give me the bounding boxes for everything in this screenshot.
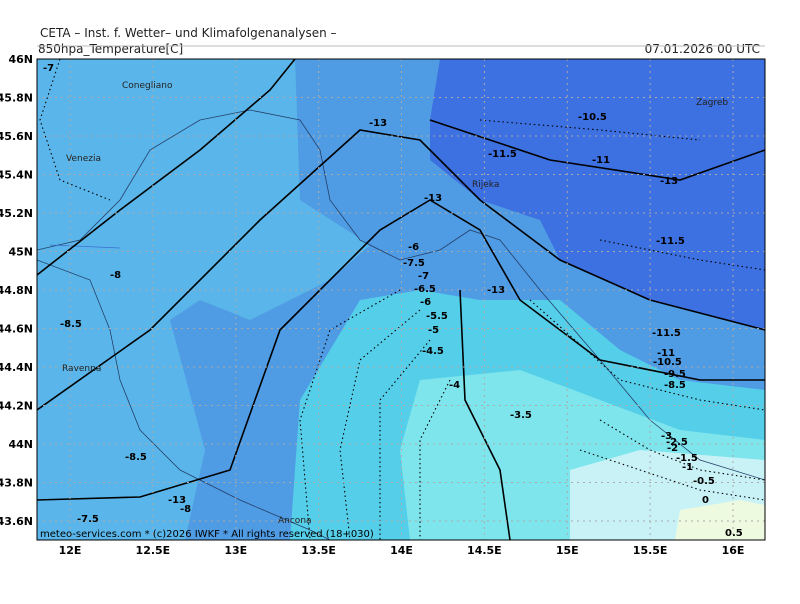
place-name: Zagreb: [696, 98, 728, 108]
lat-tick-label: 44N: [8, 438, 33, 451]
product-name: 850hpa_Temperature[C]: [38, 42, 183, 56]
place-name: Rijeka: [472, 180, 499, 190]
lon-tick-label: 16E: [722, 544, 745, 557]
place-name: Ravenna: [62, 364, 101, 374]
lon-tick-label: 13.5E: [301, 544, 336, 557]
contour-label: -0.5: [693, 476, 715, 487]
lon-tick-label: 15.5E: [633, 544, 668, 557]
contour-label: -11: [657, 348, 675, 359]
contour-label: -6: [408, 242, 419, 253]
contour-label: -8.5: [60, 319, 82, 330]
lon-tick-label: 14.5E: [467, 544, 502, 557]
contour-label: -3: [661, 431, 672, 442]
contour-label: -10.5: [653, 357, 682, 368]
isotherms: [37, 59, 765, 540]
contour-label: -8: [180, 504, 191, 515]
contour-label: -6: [420, 297, 431, 308]
lat-tick-label: 43.6N: [0, 515, 33, 528]
contour-label: -7.5: [403, 258, 425, 269]
field-region: [675, 500, 765, 540]
lon-tick-label: 12.5E: [136, 544, 171, 557]
lat-tick-label: 43.8N: [0, 477, 33, 490]
contour-label: -3.5: [510, 410, 532, 421]
contour-label: -4: [449, 380, 460, 391]
lat-tick-label: 44.8N: [0, 284, 33, 297]
lat-tick-label: 45N: [8, 246, 33, 259]
contour-label: -2: [667, 443, 678, 454]
place-name: Ancona: [278, 516, 312, 526]
lon-tick-label: 12E: [59, 544, 82, 557]
lat-tick-label: 45.2N: [0, 207, 33, 220]
valid-time: 07.01.2026 00 UTC: [645, 42, 760, 56]
lat-tick-label: 45.8N: [0, 92, 33, 105]
contour-label: -7.5: [77, 514, 99, 525]
lat-tick-label: 45.6N: [0, 130, 33, 143]
axis-ticks: 46N 45.8N 45.6N 45.4N 45.2N 45N 44.8N 44.6N 44.4…: [0, 53, 744, 557]
lon-tick-label: 14E: [390, 544, 413, 557]
contour-label: -13: [424, 193, 442, 204]
contour-label: -11.5: [656, 236, 685, 247]
contour-label: -8.5: [125, 452, 147, 463]
map-title: CETA – Inst. f. Wetter– und Klimafolgena…: [40, 26, 337, 40]
contour-label: -13: [168, 495, 186, 506]
place-name: Conegliano: [122, 81, 173, 91]
place-name: Venezia: [66, 154, 101, 164]
contour-label: -9.5: [664, 369, 686, 380]
contour-label: -5: [428, 325, 439, 336]
contour-label: 0: [702, 495, 709, 506]
field-region: [430, 59, 765, 330]
contour-label: -11.5: [488, 149, 517, 160]
lon-tick-label: 15E: [556, 544, 579, 557]
contour-label: -7: [43, 63, 54, 74]
contour-label: -11.5: [652, 328, 681, 339]
contour-label: -11: [592, 155, 610, 166]
lat-tick-label: 46N: [8, 53, 33, 66]
footer-credit: meteo-services.com * (c)2026 IWKF * All …: [40, 529, 374, 540]
contour-label: 0.5: [725, 528, 743, 539]
contour-label: -8: [110, 270, 121, 281]
plot-frame: [36, 58, 766, 541]
contour-label: -4.5: [422, 346, 444, 357]
contour-label: -5.5: [426, 311, 448, 322]
contour-label: -8.5: [664, 380, 686, 391]
contour-label: -1.5: [676, 453, 698, 464]
plot-area: Conegliano Venezia Ravenna Ancona Rijeka Zagr…: [37, 59, 765, 540]
lat-tick-label: 44.2N: [0, 400, 33, 413]
graticule: [37, 59, 765, 540]
contour-label: -13: [369, 118, 387, 129]
lon-tick-label: 13E: [224, 544, 247, 557]
contour-label: -13: [660, 176, 678, 187]
contour-label: -1: [682, 462, 693, 473]
contour-label: -2.5: [666, 437, 688, 448]
contour-label: -13: [487, 285, 505, 296]
contour-label: -7: [418, 271, 429, 282]
map-labels: Conegliano Venezia Ravenna Ancona Rijeka Zagr…: [43, 63, 743, 539]
lat-tick-label: 44.4N: [0, 361, 33, 374]
lat-tick-label: 45.4N: [0, 169, 33, 182]
contour-label: -6.5: [414, 284, 436, 295]
contour-label: -10.5: [578, 112, 607, 123]
field-region: [37, 59, 370, 540]
lat-tick-label: 44.6N: [0, 323, 33, 336]
